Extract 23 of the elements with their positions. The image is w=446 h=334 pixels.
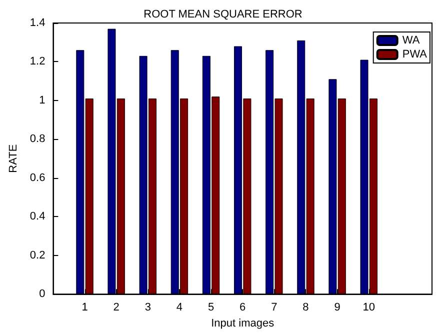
- y-tick-label: 0.8: [30, 133, 46, 146]
- x-tick-label: 9: [334, 302, 340, 314]
- y-tick-label: 0.4: [30, 210, 46, 223]
- x-tick-label: 4: [176, 302, 183, 314]
- x-tick-label: 6: [240, 302, 246, 314]
- x-tick-label: 10: [362, 302, 375, 314]
- y-tick-label: 1.4: [30, 17, 46, 29]
- x-tick-label: 5: [208, 302, 214, 314]
- chart-title: ROOT MEAN SQUARE ERROR: [144, 8, 302, 20]
- y-tick-label: 0.2: [30, 249, 46, 262]
- y-tick-label: 0: [39, 288, 46, 300]
- x-tick-label: 2: [113, 302, 120, 314]
- x-tick-label: 8: [302, 302, 309, 314]
- legend-label: PWA: [402, 48, 428, 60]
- x-tick-label: 1: [82, 302, 88, 314]
- x-tick-label: 7: [271, 302, 278, 314]
- y-tick-label: 0.6: [30, 172, 46, 184]
- legend-label: WA: [402, 34, 420, 46]
- y-tick-label: 1: [39, 94, 46, 106]
- y-tick-label: 1.2: [30, 56, 46, 68]
- x-axis-title: Input images: [211, 318, 275, 330]
- y-axis-title: RATE: [8, 144, 20, 173]
- x-tick-label: 3: [144, 302, 151, 314]
